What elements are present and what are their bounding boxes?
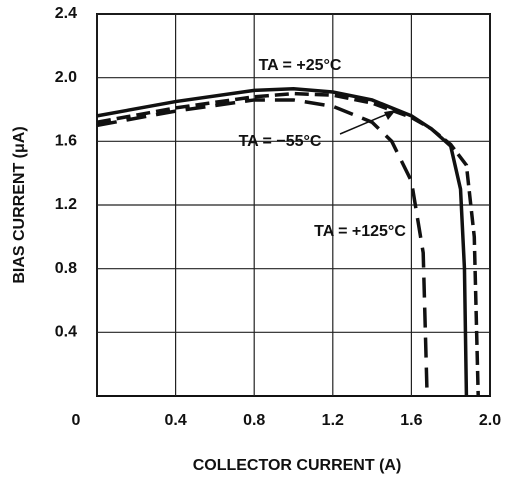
x-tick-label: 0.4	[164, 412, 186, 429]
y-tick-label: 0.4	[55, 324, 77, 341]
series-line	[96, 87, 469, 397]
x-tick-label: 0.8	[243, 412, 265, 429]
annotation-arrow	[339, 111, 393, 135]
y-tick-label: 1.2	[55, 196, 77, 213]
y-tick-label: 1.6	[55, 133, 77, 150]
x-tick-label: 1.2	[322, 412, 344, 429]
y-tick-label: 0.8	[55, 260, 77, 277]
series-label: TA = −55°C	[239, 133, 322, 150]
series-line	[96, 91, 480, 397]
y-axis-label: BIAS CURRENT (μA)	[11, 126, 28, 283]
x-tick-label: 1.6	[400, 412, 422, 429]
x-tick-label: 2.0	[479, 412, 501, 429]
series-line	[96, 98, 429, 397]
x-axis-label: COLLECTOR CURRENT (A)	[193, 457, 402, 474]
y-tick-label: 2.4	[55, 5, 77, 22]
y-tick-label: 2.0	[55, 69, 77, 86]
x-tick-label: 0	[72, 412, 81, 429]
series-label: TA = +25°C	[259, 57, 342, 74]
series-label: TA = +125°C	[314, 223, 406, 240]
